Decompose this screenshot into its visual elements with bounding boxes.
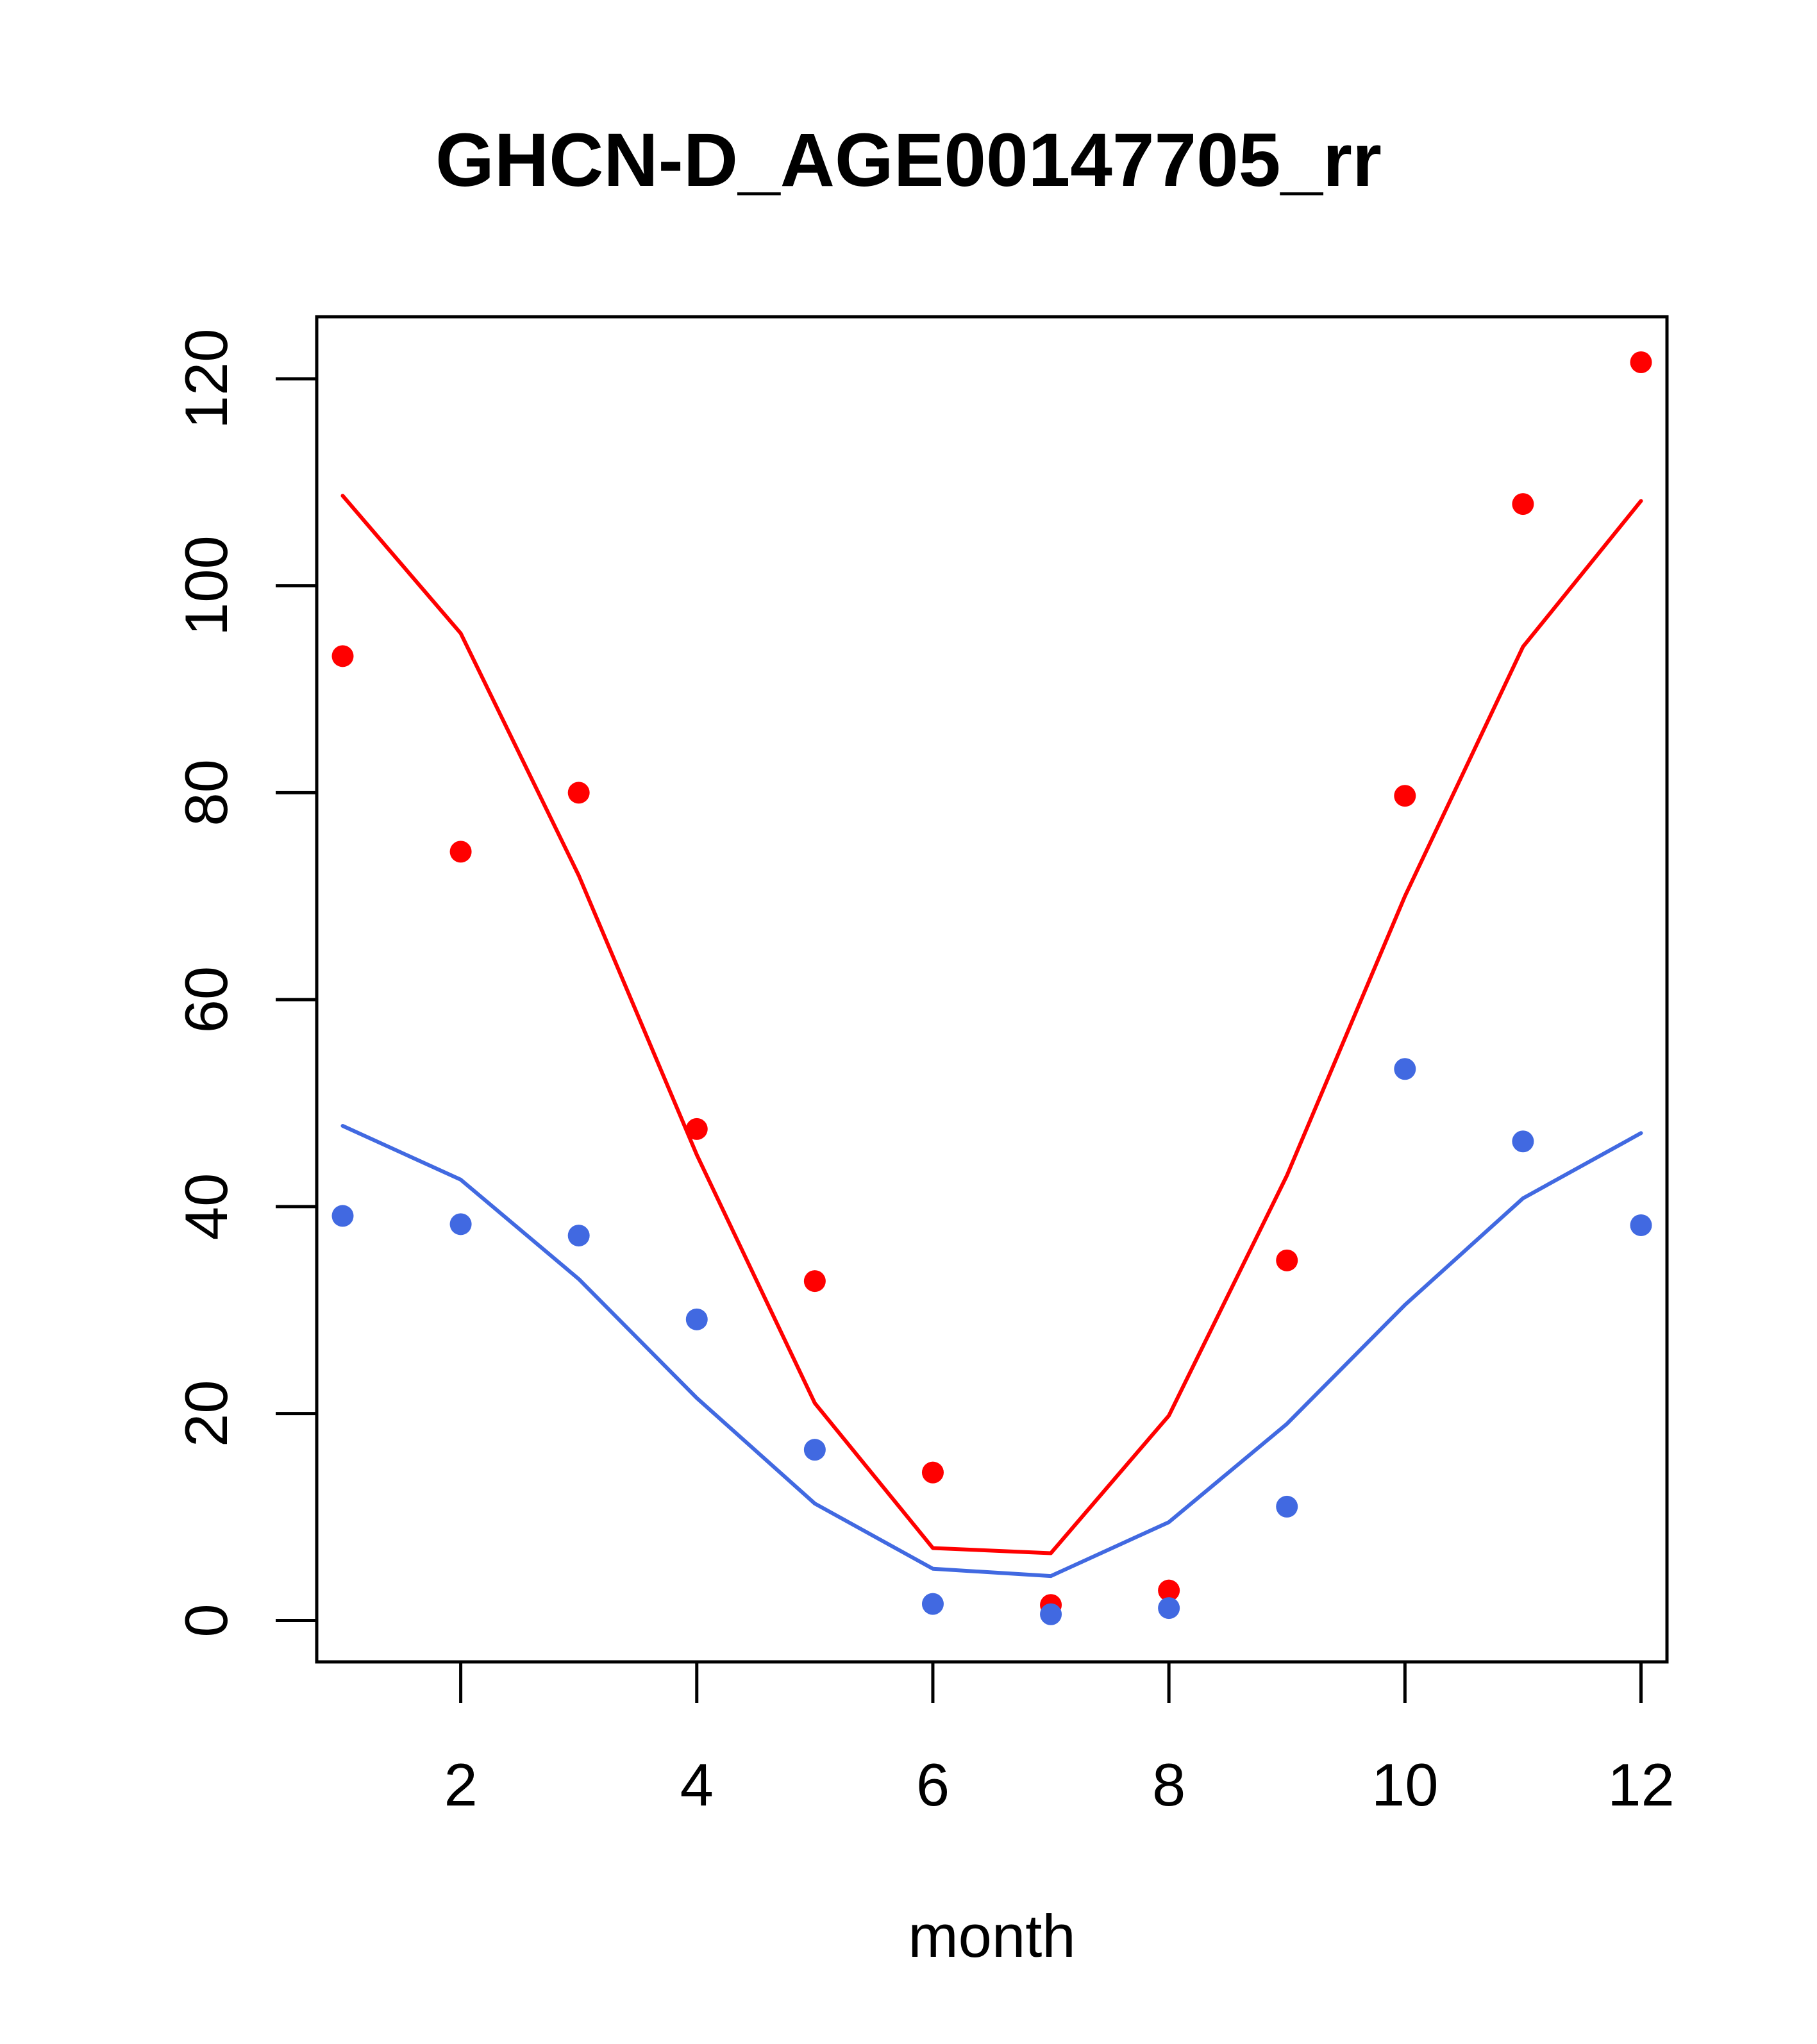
data-point-blue: [1512, 1130, 1534, 1153]
data-point-red: [567, 782, 590, 804]
x-axis-label: month: [908, 1902, 1075, 1970]
data-point-blue: [1276, 1495, 1298, 1518]
series-line-red: [340, 494, 1643, 1555]
x-tick-label: 10: [1371, 1751, 1439, 1818]
data-point-blue: [803, 1439, 826, 1461]
y-tick-label: 120: [172, 328, 240, 429]
y-tick-label: 40: [172, 1173, 240, 1241]
data-point-red: [1394, 785, 1416, 807]
plot-frame: [315, 315, 1669, 1664]
data-point-red: [1630, 351, 1652, 374]
data-point-red: [1276, 1249, 1298, 1271]
y-tick-label: 80: [172, 759, 240, 826]
data-point-blue: [1630, 1214, 1652, 1236]
x-tick-label: 6: [916, 1751, 950, 1818]
data-point-blue: [1040, 1603, 1062, 1625]
y-tick-label: 60: [172, 966, 240, 1034]
data-point-blue: [449, 1213, 472, 1236]
y-tick-label: 0: [172, 1604, 240, 1637]
x-tick-label: 12: [1607, 1751, 1675, 1818]
data-point-red: [449, 841, 472, 863]
data-point-red: [685, 1118, 708, 1140]
data-point-red: [1512, 493, 1534, 515]
series-line-blue: [340, 1124, 1643, 1579]
data-point-blue: [1394, 1058, 1416, 1080]
data-point-blue: [567, 1225, 590, 1247]
data-point-blue: [331, 1205, 354, 1227]
x-tick-label: 8: [1152, 1751, 1185, 1818]
x-tick-label: 2: [444, 1751, 477, 1818]
data-point-red: [331, 645, 354, 667]
data-point-red: [921, 1461, 944, 1484]
chart-title: GHCN-D_AGE00147705_rr: [435, 118, 1382, 203]
data-point-blue: [685, 1308, 708, 1330]
y-tick-label: 100: [172, 535, 240, 636]
y-tick-label: 20: [172, 1380, 240, 1447]
data-point-blue: [921, 1593, 944, 1615]
x-tick-label: 4: [680, 1751, 714, 1818]
data-point-red: [1158, 1579, 1180, 1602]
data-point-red: [803, 1270, 826, 1293]
data-point-blue: [1158, 1597, 1180, 1620]
